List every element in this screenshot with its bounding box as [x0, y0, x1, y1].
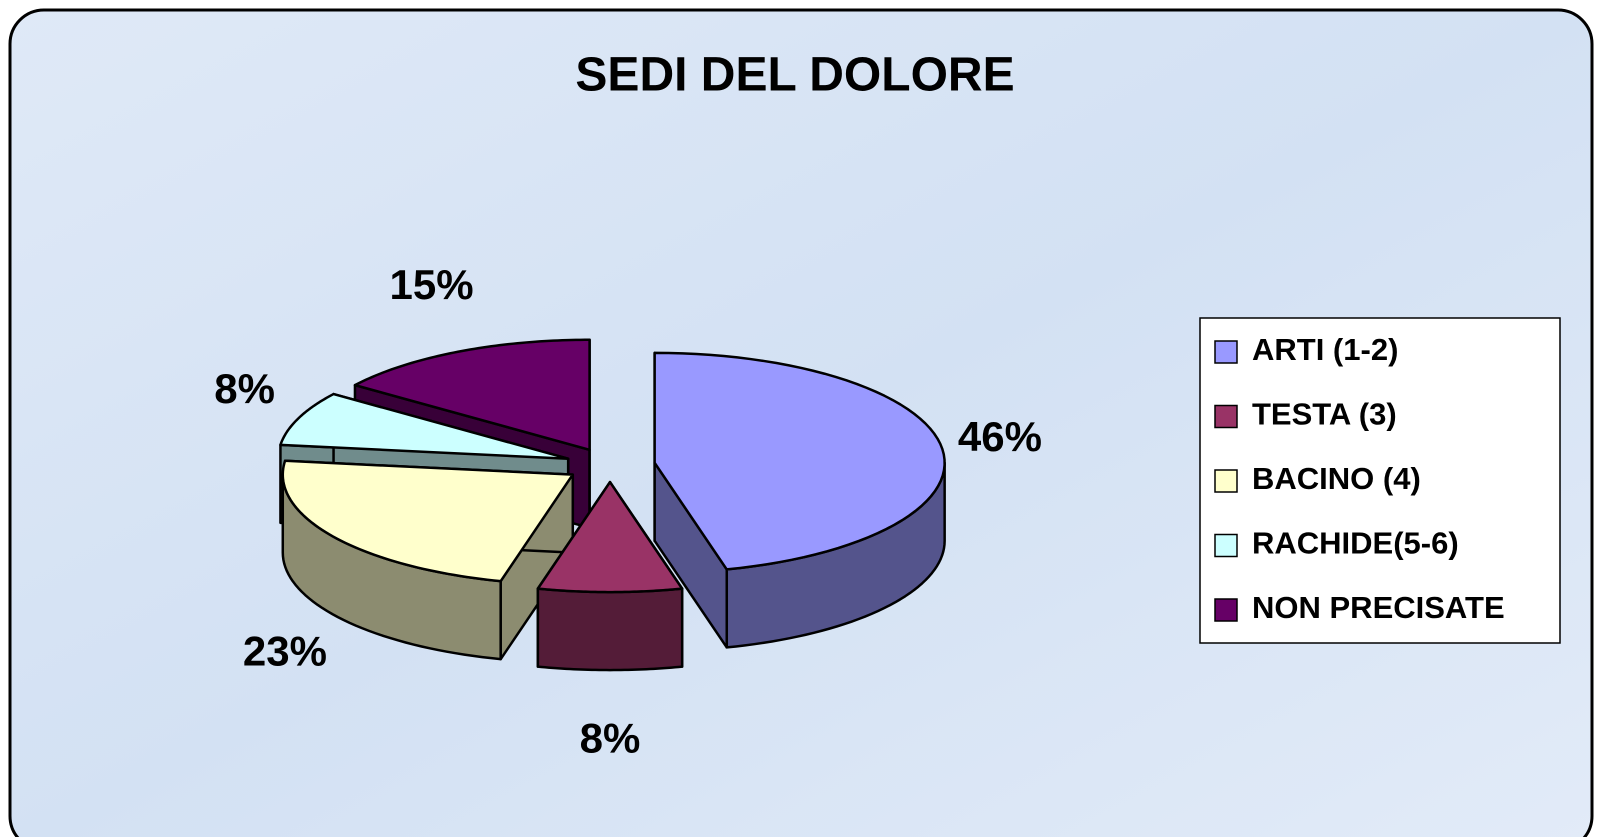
legend-label: BACINO (4) — [1252, 461, 1421, 496]
pie-slice — [653, 351, 946, 649]
data-label: 23% — [243, 628, 327, 675]
legend-label: TESTA (3) — [1252, 397, 1397, 432]
legend-label: RACHIDE(5-6) — [1252, 526, 1459, 561]
slice-top — [281, 459, 575, 583]
legend-swatch — [1214, 340, 1238, 364]
pie-slice — [281, 459, 575, 661]
legend-swatch — [1214, 533, 1238, 558]
legend-swatch — [1214, 404, 1238, 429]
legend-swatch — [1214, 598, 1238, 622]
legend-label: ARTI (1-2) — [1252, 332, 1398, 367]
slice-top — [353, 338, 591, 452]
pie-slice — [536, 480, 684, 672]
slice-wall — [536, 587, 684, 672]
data-label: 46% — [958, 413, 1042, 460]
data-label: 15% — [390, 261, 474, 308]
chart-title: SEDI DEL DOLORE — [575, 49, 1014, 102]
legend-label: NON PRECISATE — [1252, 590, 1505, 625]
legend-swatch — [1214, 469, 1238, 493]
data-label: 8% — [580, 715, 641, 762]
slice-top — [536, 480, 684, 594]
slice-top — [653, 351, 946, 571]
slice-top — [279, 392, 570, 460]
legend — [1199, 317, 1561, 644]
data-label: 8% — [214, 365, 275, 412]
